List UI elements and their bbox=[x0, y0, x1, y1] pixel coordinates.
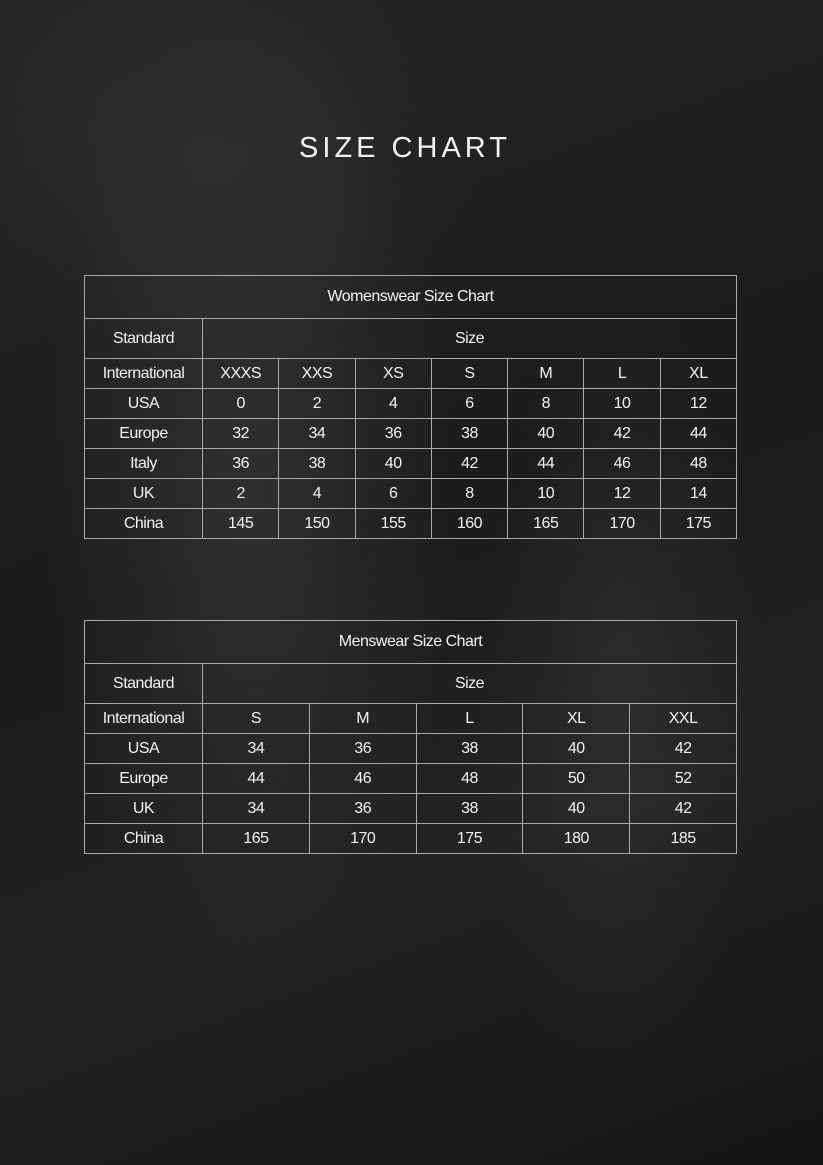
row-label: Europe bbox=[84, 418, 203, 449]
size-cell: 32 bbox=[201, 418, 280, 449]
size-cell: 52 bbox=[629, 763, 737, 794]
size-cell: 10 bbox=[583, 388, 661, 419]
size-cell: XXXS bbox=[201, 358, 280, 389]
standard-header: Standard bbox=[84, 318, 203, 359]
size-cell: 38 bbox=[415, 733, 524, 764]
size-cell: 4 bbox=[354, 388, 432, 419]
size-cell: 36 bbox=[308, 733, 417, 764]
size-cell: 4 bbox=[278, 478, 356, 509]
size-cell: L bbox=[583, 358, 661, 389]
table-row: International S M L XL XXL bbox=[84, 703, 737, 734]
size-cell: 42 bbox=[629, 733, 737, 764]
size-cell: 44 bbox=[507, 448, 585, 479]
size-cell: 42 bbox=[629, 793, 737, 824]
size-cell: 10 bbox=[507, 478, 585, 509]
size-header: Size bbox=[202, 318, 737, 359]
row-label: China bbox=[84, 508, 203, 539]
size-header: Size bbox=[202, 663, 737, 704]
table-caption: Menswear Size Chart bbox=[84, 620, 737, 664]
row-label: USA bbox=[84, 733, 203, 764]
row-label: China bbox=[84, 823, 203, 854]
size-cell: L bbox=[415, 703, 524, 734]
size-cell: 0 bbox=[201, 388, 280, 419]
size-cell: 38 bbox=[430, 418, 509, 449]
size-cell: 36 bbox=[201, 448, 280, 479]
size-cell: 6 bbox=[354, 478, 432, 509]
table-caption: Womenswear Size Chart bbox=[84, 275, 737, 319]
size-cell: 2 bbox=[278, 388, 356, 419]
size-cell: 46 bbox=[308, 763, 417, 794]
page-title: SIZE CHART bbox=[299, 132, 511, 164]
size-cell: 46 bbox=[583, 448, 661, 479]
size-cell: M bbox=[507, 358, 585, 389]
size-cell: 170 bbox=[308, 823, 417, 854]
size-cell: S bbox=[430, 358, 509, 389]
size-cell: 50 bbox=[522, 763, 631, 794]
size-cell: 42 bbox=[430, 448, 509, 479]
size-cell: 6 bbox=[430, 388, 509, 419]
table-row: Europe 44 46 48 50 52 bbox=[84, 763, 737, 794]
row-label: USA bbox=[84, 388, 203, 419]
row-label: Italy bbox=[84, 448, 203, 479]
womenswear-size-table: Womenswear Size Chart Standard Size Interna… bbox=[84, 275, 738, 539]
size-cell: 14 bbox=[659, 478, 738, 509]
size-cell: S bbox=[202, 703, 310, 734]
table-row: USA 0 2 4 6 8 10 12 bbox=[84, 388, 738, 419]
size-cell: 160 bbox=[430, 508, 509, 539]
table-row: Italy 36 38 40 42 44 46 48 bbox=[84, 448, 738, 479]
row-label: UK bbox=[84, 478, 203, 509]
menswear-size-table: Menswear Size Chart Standard Size Internati… bbox=[84, 620, 737, 854]
size-cell: 36 bbox=[308, 793, 417, 824]
row-label: UK bbox=[84, 793, 203, 824]
size-cell: 180 bbox=[522, 823, 631, 854]
row-label: Europe bbox=[84, 763, 203, 794]
size-cell: 155 bbox=[354, 508, 432, 539]
size-cell: 36 bbox=[354, 418, 432, 449]
size-cell: 165 bbox=[202, 823, 310, 854]
table-row: UK 34 36 38 40 42 bbox=[84, 793, 737, 824]
size-cell: 38 bbox=[415, 793, 524, 824]
size-cell: 34 bbox=[278, 418, 356, 449]
table-row: China 145 150 155 160 165 170 175 bbox=[84, 508, 738, 539]
size-cell: 12 bbox=[659, 388, 738, 419]
table-row: USA 34 36 38 40 42 bbox=[84, 733, 737, 764]
size-cell: XXL bbox=[629, 703, 737, 734]
size-cell: XS bbox=[354, 358, 432, 389]
size-cell: 40 bbox=[522, 733, 631, 764]
size-cell: XL bbox=[522, 703, 631, 734]
size-cell: 170 bbox=[583, 508, 661, 539]
row-label: International bbox=[84, 358, 203, 389]
size-cell: 48 bbox=[415, 763, 524, 794]
table-row: International XXXS XXS XS S M L XL bbox=[84, 358, 738, 389]
size-cell: 175 bbox=[659, 508, 738, 539]
table-row: Europe 32 34 36 38 40 42 44 bbox=[84, 418, 738, 449]
table-row: China 165 170 175 180 185 bbox=[84, 823, 737, 854]
standard-header: Standard bbox=[84, 663, 203, 704]
size-cell: 48 bbox=[659, 448, 738, 479]
size-cell: 8 bbox=[430, 478, 509, 509]
size-cell: 165 bbox=[507, 508, 585, 539]
size-cell: 40 bbox=[354, 448, 432, 479]
size-cell: 12 bbox=[583, 478, 661, 509]
table-row: UK 2 4 6 8 10 12 14 bbox=[84, 478, 738, 509]
size-cell: 2 bbox=[201, 478, 280, 509]
size-cell: 42 bbox=[583, 418, 661, 449]
size-cell: 145 bbox=[201, 508, 280, 539]
size-cell: 8 bbox=[507, 388, 585, 419]
size-cell: 150 bbox=[278, 508, 356, 539]
size-cell: XXS bbox=[278, 358, 356, 389]
size-cell: 38 bbox=[278, 448, 356, 479]
size-cell: 185 bbox=[629, 823, 737, 854]
size-cell: 34 bbox=[202, 733, 310, 764]
size-cell: XL bbox=[659, 358, 738, 389]
row-label: International bbox=[84, 703, 203, 734]
size-cell: 40 bbox=[522, 793, 631, 824]
size-cell: 40 bbox=[507, 418, 585, 449]
size-cell: 44 bbox=[659, 418, 738, 449]
size-cell: M bbox=[308, 703, 417, 734]
size-cell: 34 bbox=[202, 793, 310, 824]
size-cell: 44 bbox=[202, 763, 310, 794]
size-cell: 175 bbox=[415, 823, 524, 854]
